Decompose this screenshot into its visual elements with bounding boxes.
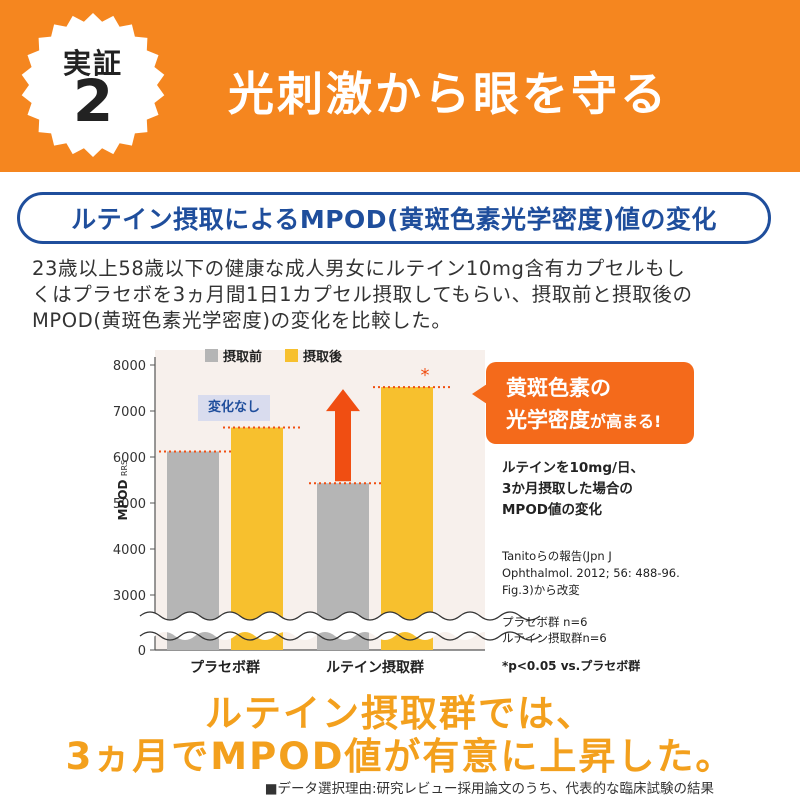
- reference-line: Tanitoらの報告(Jpn J: [502, 549, 612, 563]
- reference-line: Ophthalmol. 2012; 56: 488-96.: [502, 566, 680, 580]
- bar-after: [381, 387, 433, 650]
- note-line: ルテインを10mg/日、: [502, 460, 644, 476]
- y-tick-label: 8000: [113, 359, 146, 374]
- callout-line1: 黄斑色素の: [506, 376, 611, 400]
- description-line: 23歳以上58歳以下の健康な成人男女にルテイン10mg含有カプセルもし: [32, 257, 686, 280]
- badge-scalloped-icon: [21, 13, 165, 157]
- category-label: ルテイン摂取群: [326, 659, 424, 676]
- increase-arrow: [326, 389, 360, 482]
- header-band: 実証 2 光刺激から眼を守る: [0, 0, 800, 172]
- conclusion-line1: ルテイン摂取群では、: [205, 692, 595, 735]
- callout-line2-small: が高まる!: [590, 412, 662, 431]
- no-change-label: 変化なし: [198, 395, 270, 421]
- description-line: くはプラセボを3ヵ月間1日1カプセル摂取してもらい、摂取前と摂取後の: [32, 283, 693, 306]
- note-line: 3か月摂取した場合の: [502, 481, 633, 497]
- category-label: プラセボ群: [190, 659, 260, 676]
- y-tick-label: 4000: [113, 543, 146, 558]
- legend-label: 摂取前: [223, 349, 262, 365]
- legend-swatch: [205, 349, 218, 362]
- note-line: MPOD値の変化: [502, 502, 603, 518]
- y-axis-label: MPOD: [116, 480, 130, 521]
- y-tick-label: 7000: [113, 405, 146, 420]
- chart-note: ルテインを10mg/日、 3か月摂取した場合の MPOD値の変化: [502, 458, 644, 521]
- reference-line: Fig.3)から改変: [502, 583, 580, 597]
- description-line: MPOD(黄斑色素光学密度)の変化を比較した。: [32, 309, 452, 332]
- significance-note: *p<0.05 vs.プラセボ群: [502, 659, 641, 673]
- mpod-bar-chart: 0 3000 4000 5000 6000 7000 8000 MPOD RRS プラセボ群 ルテイ…: [113, 349, 541, 676]
- group-size-line: ルテイン摂取群n=6: [502, 631, 607, 645]
- axis-break-line: [139, 611, 541, 621]
- description: 23歳以上58歳以下の健康な成人男女にルテイン10mg含有カプセルもし くはプラ…: [32, 256, 772, 334]
- y-tick-label: 0: [138, 644, 146, 659]
- y-axis-unit: RRS: [120, 460, 129, 476]
- axis-break-line: [139, 631, 541, 641]
- legend-label: 摂取後: [303, 349, 343, 365]
- group-sizes: プラセボ群 n=6 ルテイン摂取群n=6: [502, 614, 607, 646]
- page-title: 光刺激から眼を守る: [228, 67, 669, 121]
- conclusion-line2: 3ヵ月でMPOD値が有意に上昇した。: [65, 735, 735, 778]
- callout-line2-main: 光学密度: [506, 408, 590, 432]
- badge: 実証 2: [18, 10, 168, 160]
- group-size-line: プラセボ群 n=6: [502, 615, 588, 629]
- callout-line2: 光学密度が高まる!: [506, 404, 661, 434]
- legend-swatch: [285, 349, 298, 362]
- y-tick-label: 3000: [113, 589, 146, 604]
- badge-number: 2: [72, 67, 114, 135]
- reference: Tanitoらの報告(Jpn J Ophthalmol. 2012; 56: 4…: [502, 548, 680, 599]
- y-tick-label: 5000: [113, 497, 146, 512]
- y-tick-label: 6000: [113, 451, 146, 466]
- significance-mark: *: [421, 365, 430, 386]
- section-title: ルテイン摂取によるMPOD(黄斑色素光学密度)値の変化: [71, 205, 717, 234]
- callout-box: 黄斑色素の 光学密度が高まる!: [486, 362, 694, 444]
- footer-note: ■データ選択理由:研究レビュー採用論文のうち、代表的な臨床試験の結果: [264, 781, 714, 797]
- badge-label: 実証: [62, 47, 123, 80]
- callout-pointer: [472, 384, 487, 404]
- section-title-pill: ルテイン摂取によるMPOD(黄斑色素光学密度)値の変化: [17, 192, 771, 244]
